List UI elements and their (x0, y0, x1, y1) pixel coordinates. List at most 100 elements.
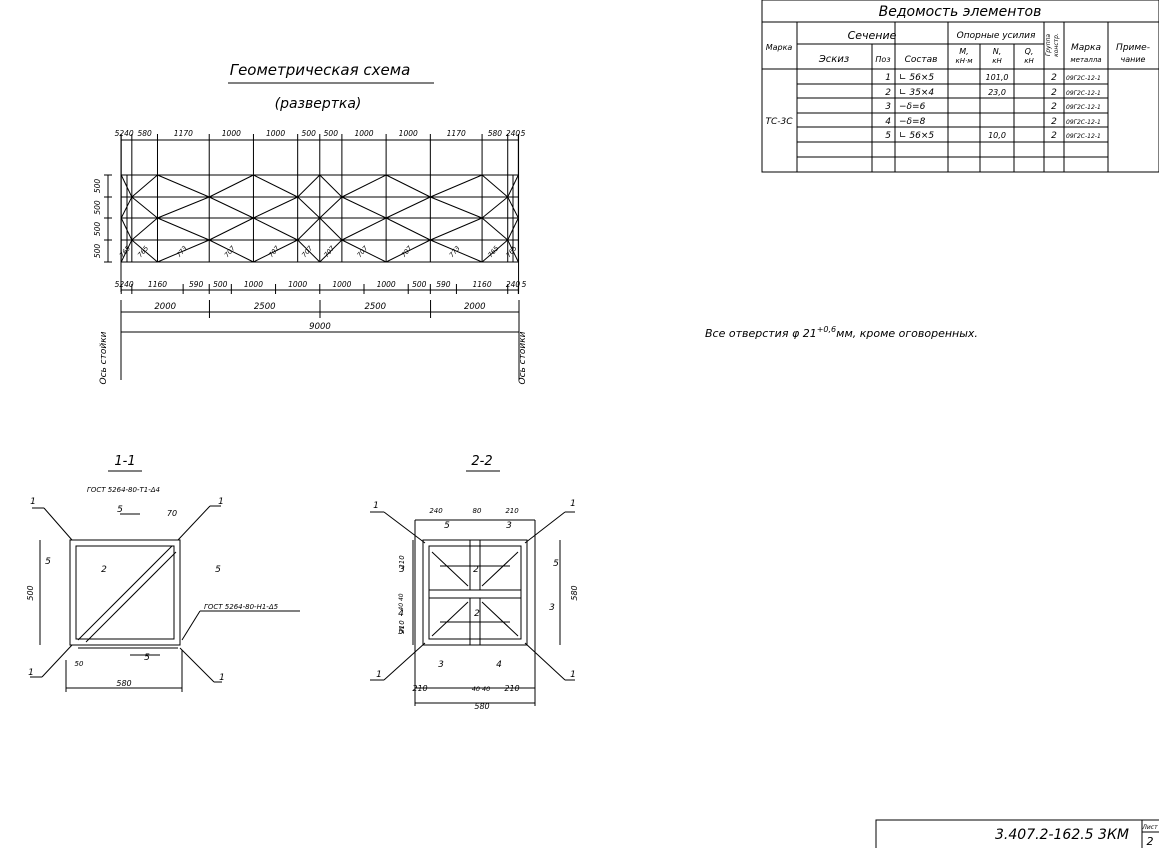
line (209, 174, 254, 198)
stamp-sheet: 2 (1147, 835, 1154, 848)
section-label: 2 (473, 565, 479, 575)
table-cell: 2 (1051, 131, 1057, 141)
diag-label: 707 (223, 244, 238, 259)
section-label: 240 (429, 507, 443, 515)
diag-label: 773 (175, 244, 189, 259)
line (430, 239, 483, 263)
dim-label: 500 (93, 200, 102, 215)
line (431, 601, 469, 637)
table-cell: −δ=8 (899, 117, 926, 127)
section-label: 1 (570, 670, 576, 680)
dim-label: 500 (412, 280, 427, 289)
section-title: 1-1 (114, 454, 135, 469)
section-label: ГОСТ 5264-80-Н1-Δ5 (204, 603, 279, 611)
line (120, 239, 133, 263)
section-label: 210 (398, 555, 406, 569)
line (524, 511, 566, 544)
line (481, 601, 519, 637)
section-label: 500 (26, 585, 35, 600)
section-label: 3 (438, 660, 444, 670)
table-header: Поз (875, 55, 890, 64)
line (209, 217, 254, 241)
line (507, 174, 519, 198)
panel-dim: 2500 (364, 302, 386, 312)
line (181, 610, 201, 641)
line (481, 217, 509, 241)
section-label: 5 (144, 653, 150, 663)
dim-label: 500 (93, 244, 102, 259)
table-cell: −δ=6 (899, 102, 926, 112)
section-label: 4 (496, 660, 502, 670)
section-label: 3 (506, 521, 512, 531)
table-header: кН (992, 57, 1002, 65)
diag-label: 707 (300, 244, 315, 259)
section-label: 3 (399, 565, 405, 575)
line (77, 545, 173, 641)
panel-dim: 2000 (464, 302, 486, 312)
table-header: Марка (766, 43, 793, 52)
table-cell: ∟ 56×5 (899, 73, 934, 83)
table-cell: 101,0 (986, 73, 1009, 82)
line (524, 642, 566, 681)
line (85, 551, 177, 643)
section-title: 2-2 (471, 454, 492, 469)
stamp-label: Лист (1141, 824, 1158, 831)
section-label: 1 (376, 670, 382, 680)
line (253, 196, 298, 219)
line (341, 217, 387, 241)
line (481, 239, 509, 263)
line (41, 644, 73, 678)
dim-label: 500 (302, 129, 317, 138)
line (385, 239, 431, 263)
table-header: Q, (1025, 47, 1034, 56)
dim-label: 1170 (174, 129, 193, 138)
plate (428, 589, 522, 599)
table-header: Приме- (1116, 43, 1150, 53)
dim-label: 1000 (266, 129, 285, 138)
dim-label: 1160 (473, 280, 492, 289)
table-header: М, (959, 47, 968, 56)
diag-label: 765 (136, 244, 150, 259)
line (341, 196, 387, 219)
table-header: кН·м (956, 57, 974, 65)
table-header: Группа (1045, 34, 1052, 57)
section-label: 210 (504, 684, 519, 693)
line (385, 196, 431, 219)
section-label: 1 (28, 668, 34, 678)
table-frame (761, 0, 1159, 173)
line (341, 174, 387, 198)
line (120, 174, 133, 198)
line (253, 239, 298, 263)
dim-label: 5 (115, 129, 120, 138)
section-label: 2 (474, 609, 480, 619)
dim-label: 5 (522, 280, 527, 289)
line (385, 217, 431, 241)
table-cell: 09Г2С-12-1 (1066, 75, 1101, 82)
section-label: 580 (570, 585, 579, 600)
line (319, 239, 343, 263)
line (131, 239, 158, 263)
line (383, 511, 426, 544)
section-label: 210 (412, 684, 427, 693)
dim-label: 240 (506, 280, 521, 289)
table-header: металла (1070, 56, 1101, 64)
section-label: 5 (45, 557, 51, 567)
table-cell: ∟ 35×4 (899, 88, 934, 98)
line (177, 505, 211, 541)
table-cell: 2 (885, 88, 891, 98)
dim-label: 500 (93, 222, 102, 237)
line (319, 196, 343, 219)
line (120, 196, 133, 219)
diag-label: 765 (504, 244, 518, 259)
section-label: 1 (218, 497, 224, 507)
table-cell: ∟ 56×5 (899, 131, 934, 141)
line (341, 239, 387, 263)
line (131, 174, 158, 198)
table-cell: 09Г2С-12-1 (1066, 90, 1101, 97)
axis-label: Ось стойки (99, 331, 109, 384)
scheme-title: Геометрическая схема (230, 61, 411, 79)
section-label: 5 (117, 505, 123, 515)
section-label: 1 (373, 501, 379, 511)
dim-label: 1000 (244, 280, 263, 289)
